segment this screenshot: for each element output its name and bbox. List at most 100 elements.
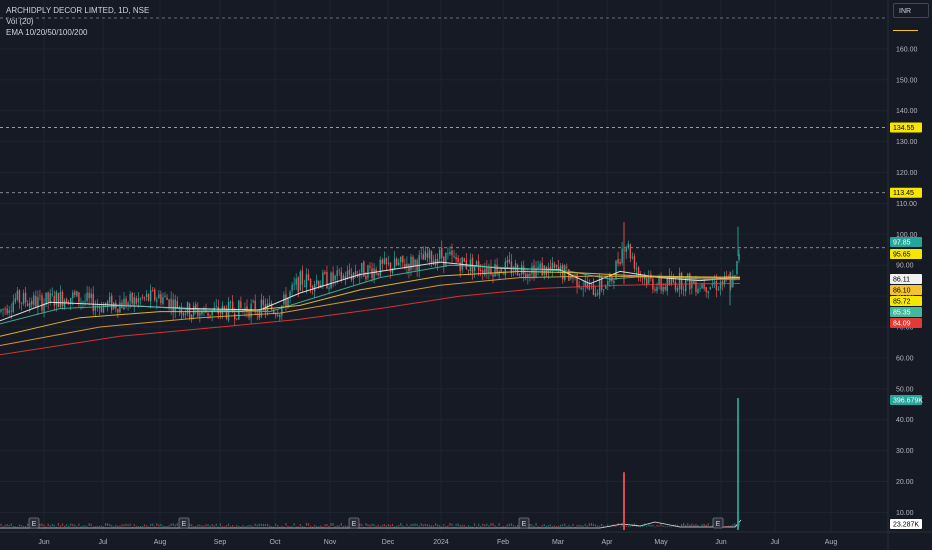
candle-body [131,292,133,304]
candle-body [553,263,556,269]
time-tick-label: Dec [382,539,395,546]
price-tick-label: 30.00 [896,448,914,455]
candle-body [717,289,720,291]
candle-body [619,262,621,264]
earnings-marker-box [178,517,190,529]
volume-bar [281,525,283,527]
candle-body [557,266,560,270]
volume-bar [252,526,254,528]
volume-bar [303,526,305,528]
volume-bar [666,526,668,528]
candle-body [656,286,658,292]
volume-bar [439,525,441,527]
volume-bar [16,526,18,528]
volume-bar [49,525,51,527]
time-tick-label: Apr [602,539,614,546]
volume-bar [555,526,558,528]
volume-bar [531,524,533,527]
chart-legend[interactable]: ARCHIDPLY DECOR LIMTED, 1D, NSE Vol (20)… [6,5,149,38]
volume-spike [623,472,625,530]
price-tag: 85.72 [893,299,911,306]
earnings-marker-label: E [522,521,527,528]
time-axis[interactable]: Jun Jul Aug Sep Oct Nov Dec 2024 Feb Mar Apr May Jun… [38,539,837,546]
time-tick-label: Sep [214,539,227,546]
volume-bar [260,523,262,527]
volume-bar [658,525,660,527]
candle-body [209,314,211,316]
candle-body [719,282,722,289]
volume-bar [420,523,422,526]
volume-bar [139,526,141,528]
earnings-marker[interactable]: E [348,517,360,529]
volume-bar [578,524,580,527]
volume-bar [129,523,131,527]
ema-lines [0,261,741,356]
volume-bar [662,525,664,527]
candle-body [451,250,453,256]
volume-bar [135,525,137,528]
earnings-marker-box [518,517,530,529]
earnings-marker[interactable]: E [28,517,40,529]
currency-button[interactable]: INR [893,3,929,18]
volume-bar [582,525,584,527]
price-tick-label: 120.00 [896,170,918,177]
candle-body [664,286,666,290]
volume-bar [295,526,297,528]
candle-body [309,279,312,287]
volume-bar [467,525,469,527]
candle-body [586,283,588,289]
earnings-marker-box [348,517,360,529]
candle-body [596,293,599,295]
volume-bar [480,525,482,528]
candle-body [572,276,574,279]
candle-body [57,293,60,308]
candle-body [605,286,607,289]
earnings-marker[interactable]: E [518,517,530,529]
symbol-title[interactable]: ARCHIDPLY DECOR LIMTED, 1D, NSE [6,6,150,15]
level-tag-bg [890,187,922,198]
candle-body [461,257,463,270]
volume-bar [535,522,537,526]
candle-body [260,299,263,317]
volume-bar [400,522,402,526]
earnings-marker[interactable]: E [712,517,724,529]
candle-body [188,303,191,318]
candle-body [102,304,105,313]
candle-body [424,251,427,260]
volume-bar [119,525,121,527]
candle-body [441,247,443,258]
earnings-marker[interactable]: E [178,517,190,529]
candle-body [152,290,154,292]
level-tag-bg [890,122,922,133]
volume-bar [576,524,578,527]
volume-bar [318,526,320,528]
candle-body [475,261,478,265]
volume-bar [517,524,519,527]
candle-body [41,295,43,311]
price-tag: 86.11 [893,277,910,284]
candle-body [422,254,424,260]
candle-body [703,283,705,289]
volume-bar [189,523,191,527]
volume-indicator-label[interactable]: Vol (20) [6,17,34,26]
volume-bars [0,398,742,530]
price-tag-bg [890,285,922,295]
volume-bar [707,523,709,526]
candle-body [277,315,279,317]
candle-body [266,303,269,312]
volume-bar [55,526,57,528]
candle-body [147,293,150,301]
volume-bar [703,523,705,527]
candle-body [10,310,12,312]
volume-bar [283,526,285,528]
volume-tag-bg [890,519,922,529]
volume-bar [250,524,252,527]
candle-body [389,262,392,272]
volume-bar [486,523,488,527]
ema-indicator-label[interactable]: EMA 10/20/50/100/200 [6,28,88,37]
candle-body [644,276,646,280]
volume-bar [441,526,443,528]
